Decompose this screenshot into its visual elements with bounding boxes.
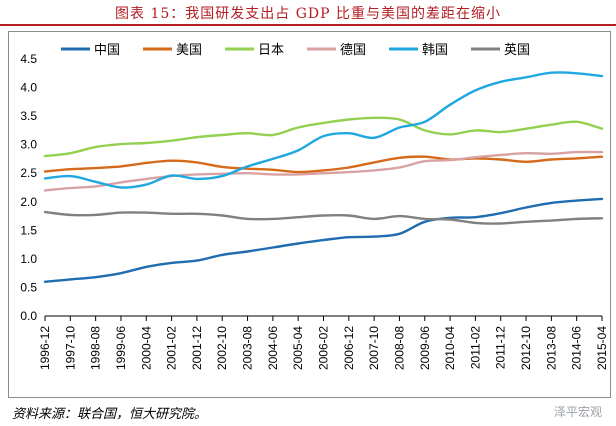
title-bar: 图表 15：我国研发支出占 GDP 比重与美国的差距在缩小 (0, 0, 616, 26)
x-tick-label: 2012-10 (519, 326, 533, 370)
x-tick-label: 2000-04 (139, 326, 153, 370)
x-tick-label: 1999-06 (114, 326, 128, 370)
x-tick-label: 2001-02 (165, 326, 179, 370)
x-tick-label: 2005-04 (291, 326, 305, 370)
series-line-0 (43, 197, 604, 283)
series-line-4 (43, 71, 604, 189)
x-tick-label: 2013-08 (544, 326, 558, 370)
x-tick-label: 2006-02 (317, 326, 331, 370)
y-tick-label: 1.0 (20, 252, 37, 266)
legend-label: 日本 (258, 43, 284, 58)
x-tick-label: 2006-12 (342, 326, 356, 370)
x-tick-label: 2001-12 (190, 326, 204, 370)
x-tick-label: 2015-04 (595, 326, 609, 370)
y-tick-label: 2.5 (20, 166, 37, 180)
chart-frame (8, 31, 611, 398)
x-tick-label: 2008-08 (392, 326, 406, 370)
x-tick-label: 2011-12 (494, 326, 508, 369)
x-tick-label: 1996-12 (38, 326, 52, 370)
y-tick-label: 3.5 (20, 109, 37, 123)
x-tick-label: 2003-08 (241, 326, 255, 370)
y-tick-label: 0.5 (20, 280, 37, 294)
y-tick-label: 1.5 (20, 223, 37, 237)
y-tick-label: 2.0 (20, 195, 37, 209)
legend-label: 德国 (340, 43, 366, 58)
x-tick-label: 2002-10 (215, 326, 229, 370)
x-tick-label: 2004-06 (266, 326, 280, 370)
y-tick-label: 4.0 (20, 81, 37, 95)
x-tick-label: 2014-06 (570, 326, 584, 370)
chart-title: 图表 15：我国研发支出占 GDP 比重与美国的差距在缩小 (115, 6, 501, 22)
y-tick-label: 3.0 (20, 138, 37, 152)
x-tick-label: 2009-06 (418, 326, 432, 370)
y-tick-label: 0.0 (20, 309, 37, 323)
series-line-1 (43, 155, 604, 174)
legend-label: 韩国 (422, 43, 448, 58)
series-line-3 (43, 150, 604, 192)
series-line-2 (43, 116, 604, 158)
legend-label: 中国 (94, 43, 120, 58)
x-tick-label: 2010-04 (443, 326, 457, 370)
x-tick-label: 1998-08 (89, 326, 103, 370)
x-tick-label: 2011-02 (468, 326, 482, 369)
y-tick-label: 4.5 (20, 52, 37, 66)
legend-label: 美国 (176, 43, 202, 58)
legend-label: 英国 (504, 43, 530, 58)
series-line-5 (43, 210, 604, 225)
source-note: 资料来源：联合国，恒大研究院。 (12, 407, 208, 422)
watermark: 泽平宏观 (553, 405, 602, 419)
x-tick-label: 2007-10 (367, 326, 381, 370)
x-tick-label: 1997-10 (63, 326, 77, 370)
